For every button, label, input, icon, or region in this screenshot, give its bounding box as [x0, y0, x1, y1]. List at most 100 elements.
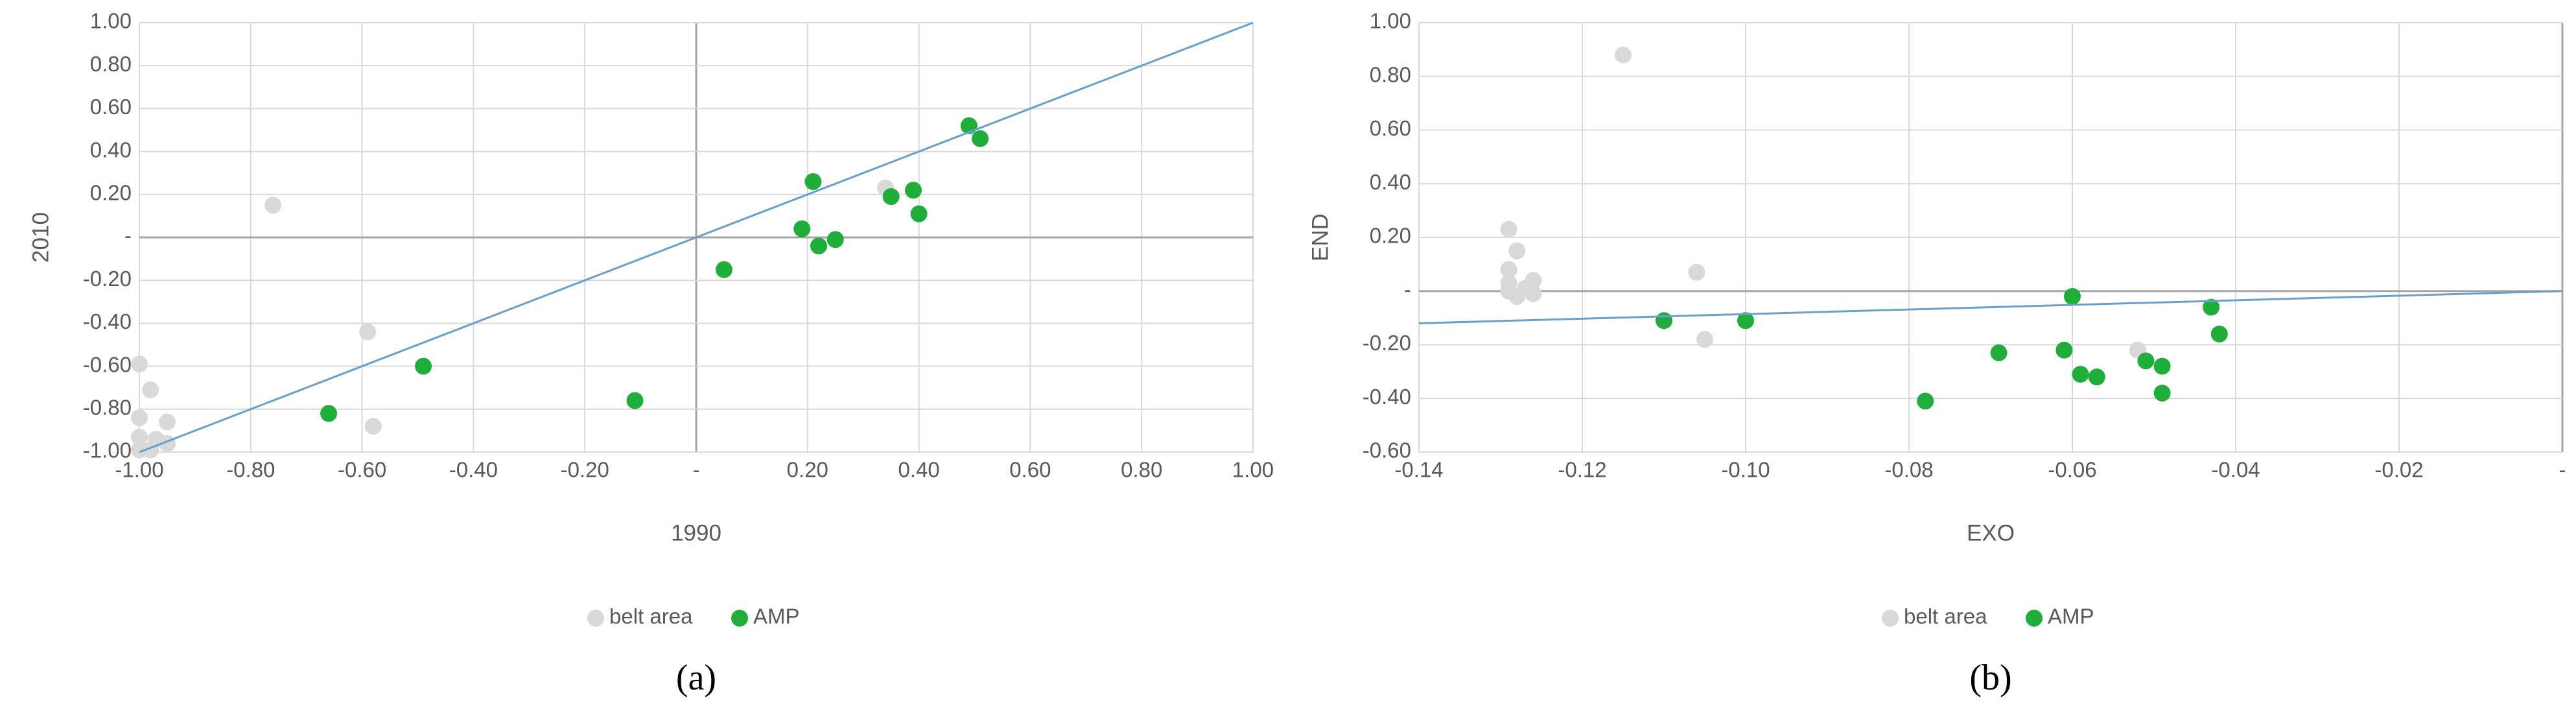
point	[1525, 272, 1542, 289]
x-axis-title: EXO	[1967, 520, 2015, 546]
y-tick-label: 0.40	[1370, 170, 1411, 194]
y-axis-title: END	[1307, 213, 1333, 261]
caption: (a)	[676, 658, 716, 698]
y-tick-label: 0.60	[1370, 116, 1411, 140]
y-tick-label: 0.20	[90, 181, 132, 205]
point	[158, 413, 176, 431]
x-tick-label: 0.40	[898, 458, 939, 482]
y-tick-label: -0.60	[1363, 438, 1411, 462]
point	[131, 428, 148, 446]
y-tick-label: -0.80	[83, 396, 132, 420]
caption: (b)	[1969, 658, 2011, 698]
point	[2088, 368, 2105, 386]
x-tick-label: -0.08	[1884, 458, 1933, 482]
point	[826, 231, 844, 248]
y-tick-label: 0.40	[90, 138, 132, 162]
y-tick-label: -0.20	[1363, 331, 1411, 355]
point	[359, 323, 377, 341]
point	[364, 418, 382, 435]
point	[2072, 366, 2089, 383]
point	[1737, 312, 1754, 330]
y-tick-label: 0.60	[90, 95, 132, 119]
y-tick-label: -0.40	[83, 309, 132, 333]
x-tick-label: -0.10	[1721, 458, 1770, 482]
legend-label: AMP	[2048, 605, 2094, 629]
legend-marker	[731, 610, 748, 627]
y-tick-label: 1.00	[90, 9, 132, 33]
point	[2153, 384, 2171, 402]
x-tick-label: -0.80	[226, 458, 275, 482]
point	[2055, 341, 2073, 359]
point	[1525, 285, 1542, 302]
x-tick-label: -0.14	[1394, 458, 1443, 482]
point	[131, 409, 148, 427]
point	[1615, 46, 1632, 64]
x-tick-label: -0.12	[1558, 458, 1606, 482]
y-tick-label: 0.20	[1370, 224, 1411, 248]
point	[793, 220, 811, 237]
legend-marker	[587, 610, 604, 627]
point	[131, 355, 148, 373]
point	[1917, 392, 1934, 410]
legend-marker	[1882, 610, 1899, 627]
legend-label: belt area	[1904, 605, 1987, 629]
x-tick-label: -0.40	[449, 458, 498, 482]
x-tick-label: -0.20	[561, 458, 609, 482]
x-tick-label: -0.06	[2048, 458, 2096, 482]
point	[131, 441, 148, 459]
x-tick-label: -	[2559, 458, 2566, 482]
y-axis-title: 2010	[28, 212, 53, 263]
point	[1656, 312, 1672, 330]
x-tick-label: 0.20	[787, 458, 828, 482]
x-tick-label: -0.04	[2211, 458, 2260, 482]
y-tick-label: 0.80	[90, 52, 132, 76]
point	[2064, 288, 2081, 306]
y-tick-label: 0.80	[1370, 62, 1411, 86]
y-tick-label: -0.60	[83, 352, 132, 376]
x-tick-label: -0.02	[2374, 458, 2423, 482]
trendline	[139, 21, 1254, 453]
point	[2203, 298, 2220, 316]
point	[905, 182, 922, 199]
point	[882, 188, 900, 206]
x-axis-title: 1990	[671, 520, 721, 546]
point	[1688, 263, 1705, 281]
legend-label: AMP	[753, 605, 800, 629]
point	[320, 405, 338, 422]
point	[910, 205, 928, 222]
y-tick-label: -	[124, 224, 132, 248]
x-tick-label: -0.60	[338, 458, 386, 482]
point	[626, 392, 644, 409]
chart: -1.00 -0.80 -0.60 -0.40 -0.20-0.20 0.40 0.60 0.…	[28, 9, 1274, 698]
x-tick-label: 0.60	[1009, 458, 1051, 482]
point	[810, 237, 827, 255]
point	[1990, 344, 2008, 361]
legend-label: belt area	[609, 605, 693, 629]
chart: -0.14 -0.12 -0.10 -0.08 -0.06 -0.04 -0.02 --0.6…	[1307, 9, 2566, 698]
point	[415, 357, 432, 375]
x-tick-label: -	[693, 458, 700, 482]
x-tick-label: -1.00	[115, 458, 163, 482]
point	[1500, 221, 1517, 238]
point	[2153, 357, 2171, 375]
y-tick-label: -1.00	[83, 438, 132, 462]
point	[1508, 242, 1526, 259]
point	[2210, 325, 2228, 342]
point	[972, 130, 989, 147]
point	[1500, 261, 1517, 278]
point	[264, 197, 282, 214]
x-tick-label: 1.00	[1232, 458, 1274, 482]
y-tick-label: 1.00	[1370, 9, 1411, 33]
y-tick-label: -0.20	[83, 267, 132, 291]
trendline	[1418, 290, 2563, 324]
y-tick-label: -0.40	[1363, 385, 1411, 409]
point	[2137, 352, 2155, 370]
point	[715, 261, 732, 278]
point	[142, 381, 159, 399]
legend-marker	[2026, 610, 2043, 627]
y-tick-label: -	[1404, 277, 1411, 301]
point	[1696, 331, 1713, 348]
x-tick-label: 0.80	[1121, 458, 1162, 482]
